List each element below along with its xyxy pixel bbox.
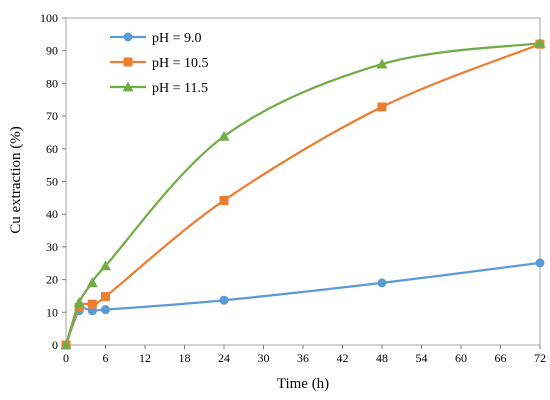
data-point bbox=[534, 37, 546, 48]
x-tick-label: 36 bbox=[297, 351, 309, 365]
series-line bbox=[64, 42, 541, 346]
legend-label: pH = 9.0 bbox=[152, 31, 202, 46]
data-point bbox=[377, 102, 387, 112]
series-3 bbox=[60, 37, 546, 350]
data-point bbox=[218, 130, 230, 141]
x-tick-label: 72 bbox=[534, 351, 546, 365]
legend-label: pH = 11.5 bbox=[152, 81, 208, 96]
series-layer bbox=[60, 37, 546, 350]
data-point bbox=[100, 260, 111, 271]
x-tick-label: 66 bbox=[495, 351, 507, 365]
x-tick-label: 48 bbox=[376, 351, 388, 365]
data-point bbox=[60, 339, 72, 350]
y-tick-label: 70 bbox=[46, 109, 58, 123]
y-tick-label: 60 bbox=[46, 142, 58, 156]
data-point bbox=[86, 277, 98, 288]
y-axis-label: Cu extraction (%) bbox=[8, 126, 24, 233]
x-axis-ticks: 0 6 12 18 24 30 36 42 48 54 60 66 72 bbox=[63, 345, 546, 365]
data-point bbox=[87, 299, 97, 309]
series-line bbox=[64, 261, 541, 346]
legend-label: pH = 10.5 bbox=[152, 56, 209, 71]
legend-marker bbox=[123, 57, 133, 67]
x-tick-label: 0 bbox=[63, 351, 69, 365]
y-tick-label: 50 bbox=[46, 175, 58, 189]
x-tick-label: 12 bbox=[139, 351, 151, 365]
y-tick-label: 10 bbox=[46, 305, 58, 319]
y-tick-label: 40 bbox=[46, 207, 58, 221]
x-tick-label: 6 bbox=[103, 351, 109, 365]
data-point bbox=[376, 58, 388, 69]
data-point bbox=[219, 295, 229, 305]
y-axis-ticks: 0 10 20 30 40 50 60 70 80 90 100 bbox=[40, 11, 66, 352]
legend: pH = 9.0 pH = 10.5 pH = 11.5 bbox=[110, 31, 209, 96]
data-point bbox=[73, 296, 85, 307]
plot-frame bbox=[65, 17, 541, 346]
y-tick-label: 0 bbox=[52, 338, 58, 352]
data-point bbox=[101, 305, 110, 315]
x-tick-label: 54 bbox=[416, 351, 428, 365]
legend-marker bbox=[123, 32, 133, 42]
y-tick-label: 30 bbox=[46, 240, 58, 254]
data-point bbox=[377, 278, 387, 288]
data-point bbox=[74, 302, 84, 312]
legend-marker bbox=[122, 81, 134, 92]
x-tick-label: 42 bbox=[337, 351, 349, 365]
data-point bbox=[535, 258, 545, 268]
y-tick-label: 90 bbox=[46, 44, 58, 58]
y-tick-label: 80 bbox=[46, 76, 58, 90]
y-tick-label: 100 bbox=[40, 11, 58, 25]
data-point bbox=[101, 292, 110, 302]
x-tick-label: 60 bbox=[455, 351, 467, 365]
data-point bbox=[219, 195, 229, 205]
y-tick-label: 20 bbox=[46, 273, 58, 287]
x-tick-label: 24 bbox=[218, 351, 230, 365]
x-tick-label: 18 bbox=[179, 351, 191, 365]
plot-area bbox=[65, 17, 541, 346]
series-line bbox=[64, 43, 541, 346]
x-tick-label: 30 bbox=[258, 351, 270, 365]
x-axis-label: Time (h) bbox=[277, 376, 329, 392]
